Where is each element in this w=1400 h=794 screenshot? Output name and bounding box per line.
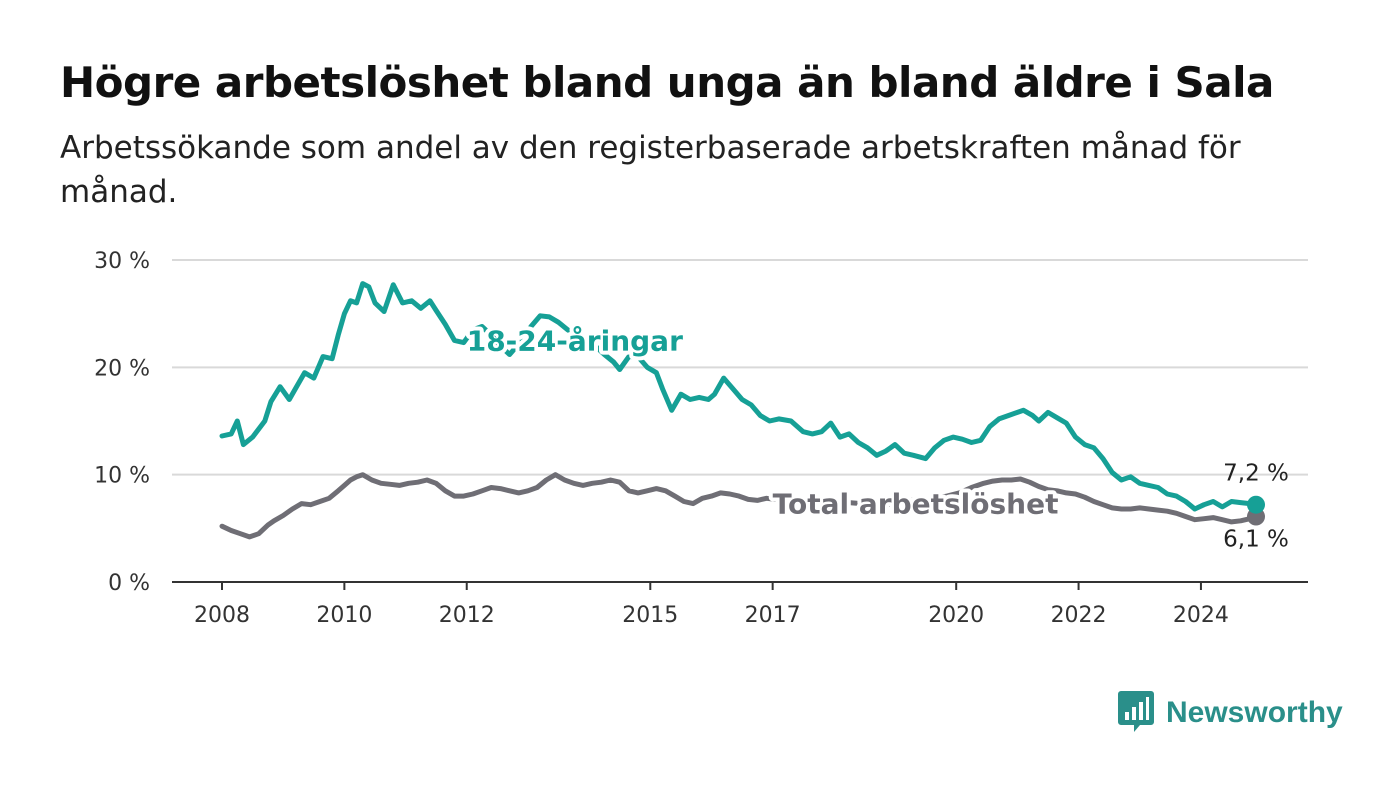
chart-subtitle: Arbetssökande som andel av den registerb…	[60, 130, 1241, 210]
y-tick-label: 10 %	[94, 464, 150, 489]
x-tick-label: 2024	[1173, 603, 1229, 628]
bar-chart-logo-icon	[1118, 690, 1154, 736]
y-axis-ticks: 0 % 10 % 20 % 30 %	[94, 249, 150, 596]
series-label-halo: Total arbetslöshet	[773, 488, 1059, 521]
y-tick-label: 30 %	[94, 249, 150, 274]
x-tick-label: 2015	[622, 603, 678, 628]
x-tick-label: 2010	[316, 603, 372, 628]
end-value-label: 7,2 %	[1223, 461, 1289, 487]
series-label: Total arbetslöshet	[773, 488, 1059, 521]
x-tick-label: 2022	[1051, 603, 1107, 628]
x-tick-label: 2017	[745, 603, 801, 628]
newsworthy-logo[interactable]: Newsworthy	[1118, 690, 1343, 736]
x-tick-label: 2012	[439, 603, 495, 628]
series-line	[219, 472, 1259, 540]
line-chart: 0 % 10 % 20 % 30 % 2008 2010 2012 2015 2017 2020…	[94, 249, 1308, 628]
grid-lines	[172, 259, 1308, 583]
y-tick-label: 0 %	[108, 571, 150, 596]
end-value-label: 6,1 %	[1223, 527, 1289, 553]
series-label-halo: 18-24-åringar	[467, 325, 683, 358]
chart-title: Högre arbetslöshet bland unga än bland ä…	[60, 58, 1274, 107]
series-line	[219, 281, 1259, 512]
series-labels: 6,1 %7,2 %18-24-åringar18-24-åringarTota…	[463, 321, 1289, 553]
end-point-marker	[1247, 495, 1265, 514]
x-axis-ticks: 2008 2010 2012 2015 2017 2020 2022 2024	[194, 582, 1229, 628]
y-tick-label: 20 %	[94, 356, 150, 381]
brand-name: Newsworthy	[1166, 696, 1343, 729]
x-tick-label: 2008	[194, 603, 250, 628]
series-lines	[219, 281, 1265, 540]
x-tick-label: 2020	[928, 603, 984, 628]
series-label: 18-24-åringar	[467, 325, 683, 358]
